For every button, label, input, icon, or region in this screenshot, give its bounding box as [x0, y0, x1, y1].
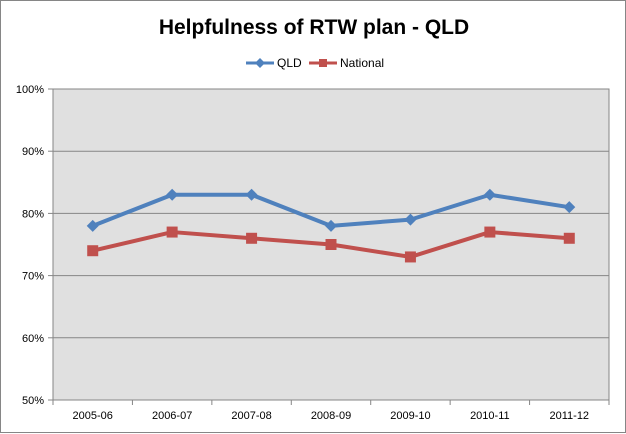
- y-tick-label: 50%: [22, 395, 44, 407]
- legend-item-qld: QLD: [246, 56, 302, 70]
- y-tick-label: 70%: [22, 271, 44, 283]
- data-point-national: [246, 232, 258, 244]
- data-point-qld: [166, 188, 179, 201]
- y-tick-label: 80%: [22, 208, 44, 220]
- data-point-qld: [86, 219, 99, 232]
- y-tick-label: 60%: [22, 333, 44, 345]
- x-tick-label: 2006-07: [152, 410, 192, 422]
- x-tick-label: 2007-08: [231, 410, 271, 422]
- data-point-qld: [245, 188, 258, 201]
- legend-label-national: National: [340, 56, 384, 70]
- data-point-national: [404, 251, 416, 263]
- y-tick-label: 90%: [22, 146, 44, 158]
- data-point-national: [166, 226, 178, 238]
- y-tick-label: 100%: [16, 84, 44, 96]
- x-tick-label: 2009-10: [390, 410, 430, 422]
- data-point-national: [87, 245, 99, 257]
- x-tick-label: 2011-12: [550, 410, 590, 422]
- x-axis: 2005-06 2006-07 2007-08 2008-09 2009-10 2010-…: [52, 400, 610, 422]
- data-point-national: [325, 239, 337, 250]
- x-tick-label: 2010-11: [470, 410, 510, 422]
- series-national: [87, 226, 575, 263]
- legend-label-qld: QLD: [277, 56, 302, 70]
- data-point-qld: [404, 213, 417, 226]
- series-qld: [86, 188, 576, 232]
- data-point-national: [563, 232, 575, 244]
- legend-marker-qld: [255, 58, 265, 68]
- chart-title: Helpfulness of RTW plan - QLD: [159, 16, 469, 39]
- data-point-qld: [325, 219, 337, 232]
- series-layer: [86, 188, 576, 263]
- gridlines: [53, 150, 609, 339]
- data-point-qld: [563, 201, 576, 214]
- data-point-qld: [483, 188, 496, 201]
- legend: QLD National: [246, 56, 384, 70]
- data-point-national: [484, 226, 496, 238]
- x-tick-label: 2008-09: [311, 410, 351, 422]
- legend-marker-national: [319, 59, 327, 67]
- legend-item-national: National: [309, 56, 384, 70]
- x-tick-label: 2005-06: [73, 410, 113, 422]
- y-axis: 50% 60% 70% 80% 90% 100%: [16, 84, 53, 407]
